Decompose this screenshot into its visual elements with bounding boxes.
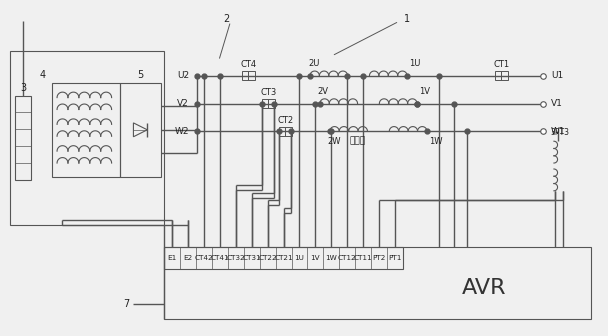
Bar bbox=[278, 127, 285, 136]
Text: CT32: CT32 bbox=[227, 255, 245, 261]
Text: V1: V1 bbox=[551, 99, 563, 108]
Text: 1V: 1V bbox=[311, 255, 320, 261]
Text: 3: 3 bbox=[20, 83, 26, 93]
Text: PT1: PT1 bbox=[389, 255, 402, 261]
Text: CT11: CT11 bbox=[354, 255, 373, 261]
Text: E2: E2 bbox=[184, 255, 193, 261]
Text: E1: E1 bbox=[167, 255, 177, 261]
Text: 5: 5 bbox=[137, 70, 143, 80]
Text: 2W: 2W bbox=[328, 137, 341, 146]
Text: CT1: CT1 bbox=[493, 60, 510, 69]
Text: 2U: 2U bbox=[308, 59, 319, 68]
Text: CT3: CT3 bbox=[260, 88, 277, 97]
Text: 3PT3: 3PT3 bbox=[550, 128, 569, 137]
Bar bbox=[15, 96, 31, 180]
Text: W2: W2 bbox=[174, 127, 189, 136]
Text: 7: 7 bbox=[123, 299, 130, 309]
Text: 1: 1 bbox=[404, 14, 410, 24]
Text: 1W: 1W bbox=[429, 137, 443, 146]
Bar bbox=[164, 247, 590, 319]
Text: 1V: 1V bbox=[419, 87, 430, 96]
Text: V2: V2 bbox=[177, 99, 189, 108]
Bar bbox=[285, 127, 292, 136]
Text: CT2: CT2 bbox=[277, 116, 293, 125]
Text: CT31: CT31 bbox=[243, 255, 261, 261]
Text: CT41: CT41 bbox=[210, 255, 229, 261]
Text: PT2: PT2 bbox=[373, 255, 386, 261]
Text: 2V: 2V bbox=[318, 87, 329, 96]
Text: CT21: CT21 bbox=[274, 255, 293, 261]
Bar bbox=[249, 71, 255, 80]
Text: 1W: 1W bbox=[325, 255, 337, 261]
Bar bbox=[495, 71, 502, 80]
Bar bbox=[268, 99, 275, 108]
Bar bbox=[262, 99, 268, 108]
Text: CT12: CT12 bbox=[338, 255, 356, 261]
Text: 4: 4 bbox=[39, 70, 45, 80]
Bar bbox=[120, 83, 161, 177]
Bar bbox=[10, 51, 164, 224]
Bar bbox=[242, 71, 249, 80]
Text: 1U: 1U bbox=[409, 59, 421, 68]
Text: W1: W1 bbox=[551, 127, 565, 136]
Bar bbox=[502, 71, 508, 80]
Text: CT22: CT22 bbox=[258, 255, 277, 261]
Text: CT42: CT42 bbox=[195, 255, 213, 261]
Text: CT4: CT4 bbox=[240, 60, 257, 69]
Text: U2: U2 bbox=[177, 71, 189, 80]
Bar bbox=[52, 83, 120, 177]
Bar bbox=[164, 247, 403, 269]
Text: 副绕组: 副绕组 bbox=[350, 137, 365, 146]
Text: 1U: 1U bbox=[294, 255, 305, 261]
Text: U1: U1 bbox=[551, 71, 563, 80]
Text: 2: 2 bbox=[224, 14, 230, 24]
Text: AVR: AVR bbox=[461, 278, 506, 298]
